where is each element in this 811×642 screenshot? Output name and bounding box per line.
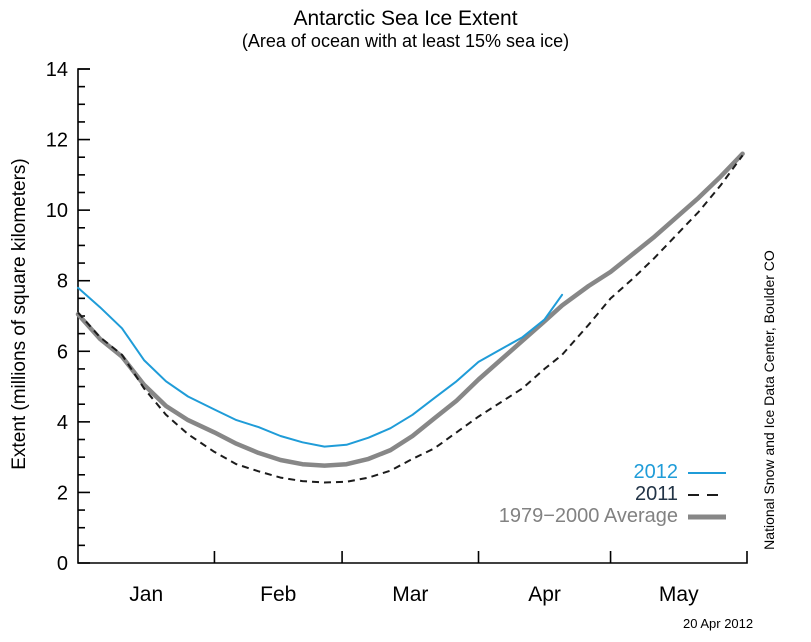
svg-text:6: 6: [57, 341, 68, 363]
data-center-credit: National Snow and Ice Data Center, Bould…: [761, 250, 777, 550]
legend-label-average: 1979−2000 Average: [498, 505, 678, 527]
svg-text:Apr: Apr: [528, 583, 561, 606]
svg-text:8: 8: [57, 271, 68, 293]
legend-item-2012: 2012: [300, 462, 728, 483]
svg-text:2: 2: [57, 482, 68, 504]
chart-subtitle: (Area of ocean with at least 15% sea ice…: [241, 31, 570, 51]
svg-text:4: 4: [57, 412, 68, 434]
svg-text:Mar: Mar: [392, 583, 428, 606]
svg-text:0: 0: [57, 553, 68, 575]
svg-text:14: 14: [46, 59, 68, 81]
svg-text:Jan: Jan: [129, 583, 163, 606]
legend-item-2011: 2011: [300, 484, 728, 505]
svg-text:Feb: Feb: [260, 583, 296, 606]
legend-line-sample-2011: [688, 493, 726, 496]
svg-text:10: 10: [46, 200, 68, 222]
legend-item-average: 1979−2000 Average: [300, 506, 728, 527]
legend-line-sample-2012: [688, 471, 726, 474]
legend: 2012 2011 1979−2000 Average: [300, 462, 728, 528]
svg-text:12: 12: [46, 130, 68, 152]
legend-label-2011: 2011: [634, 483, 678, 505]
legend-label-2012: 2012: [633, 461, 679, 483]
legend-line-sample-average: [688, 514, 726, 519]
svg-text:May: May: [659, 583, 699, 606]
chart-title: Antarctic Sea Ice Extent: [293, 7, 518, 30]
date-stamp: 20 Apr 2012: [683, 616, 754, 631]
